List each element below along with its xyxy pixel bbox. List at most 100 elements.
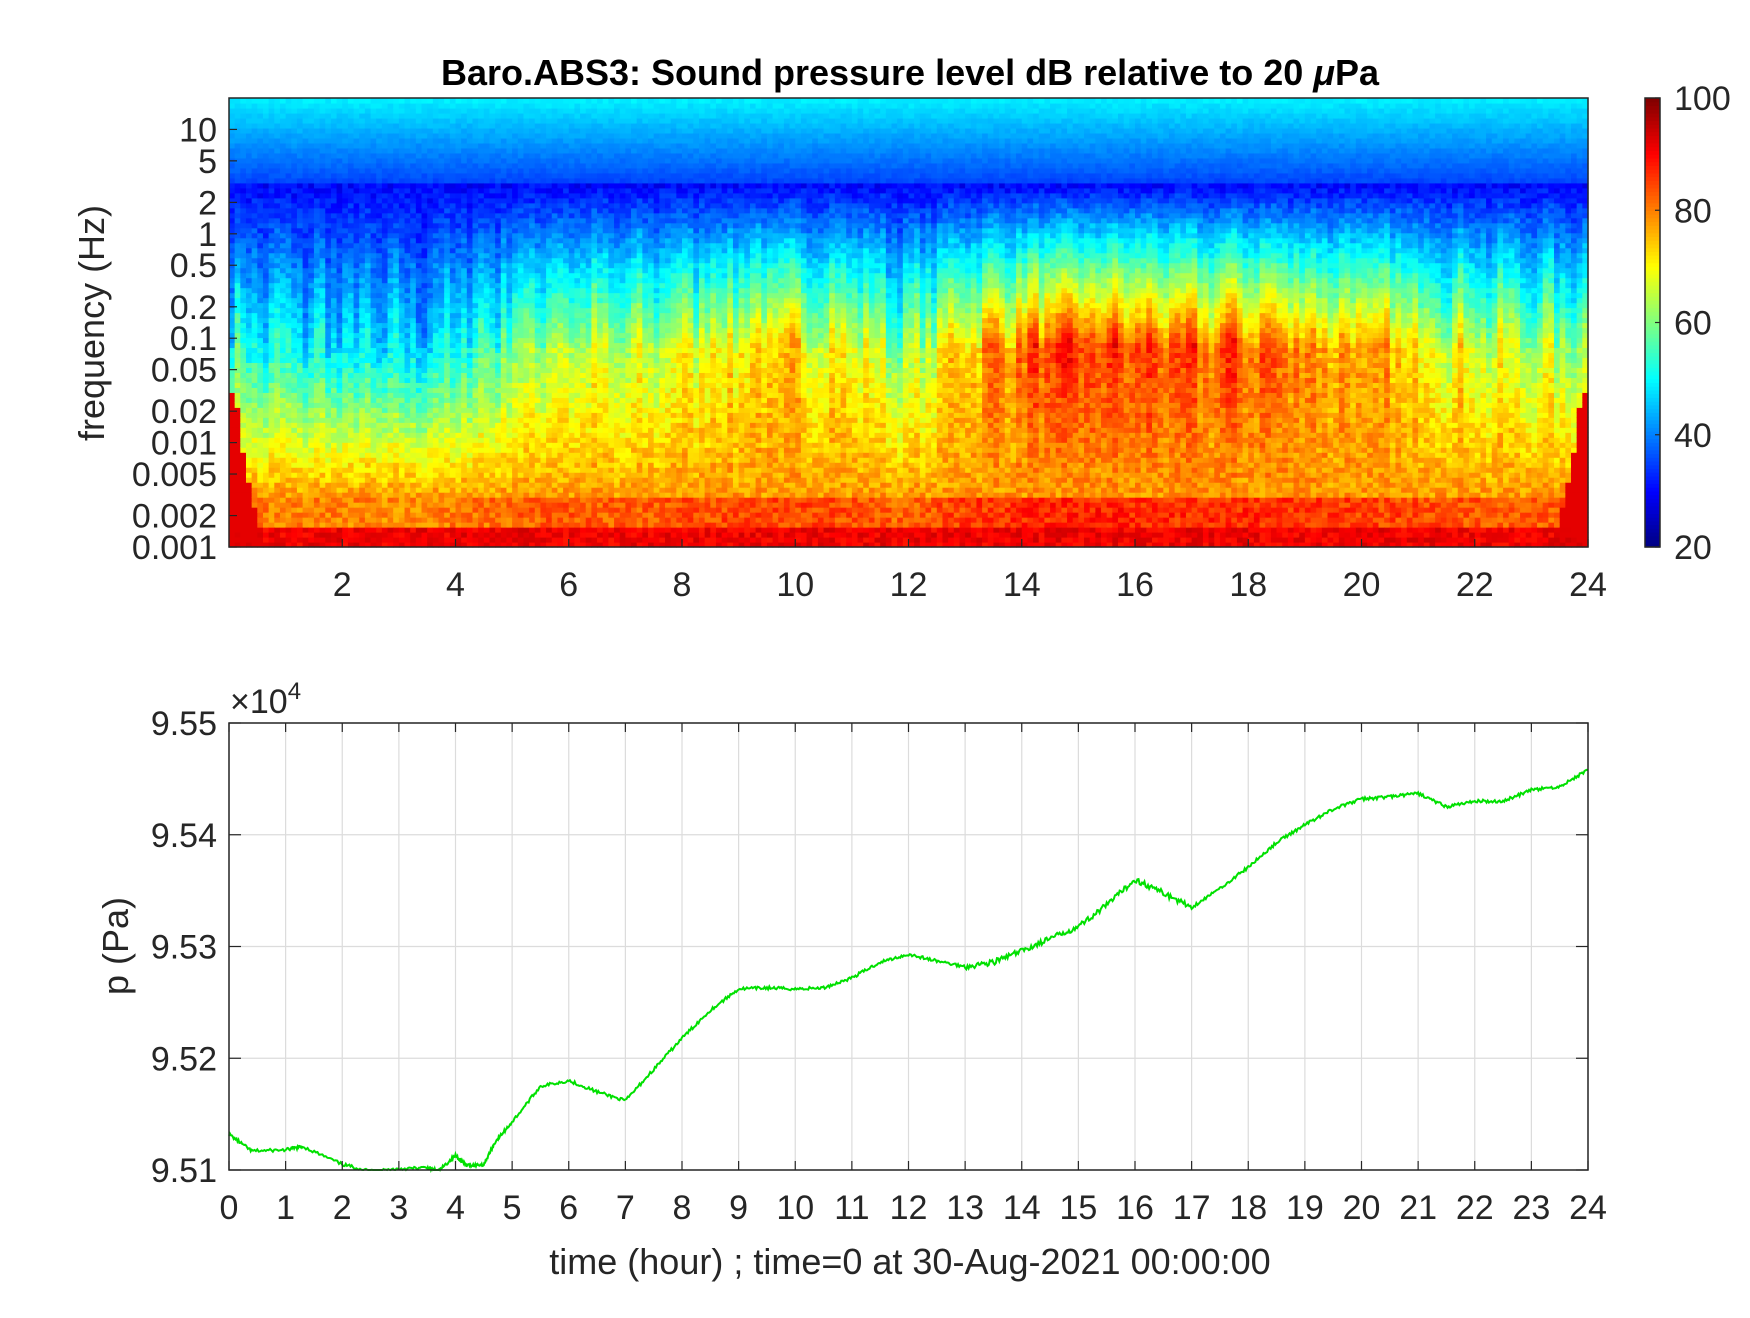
spectrogram-cell — [495, 527, 502, 533]
spectrogram-cell — [251, 227, 258, 234]
spectrogram-cell — [489, 372, 496, 378]
spectrogram-cell — [489, 187, 496, 194]
spectrogram-cell — [410, 522, 417, 528]
spectrogram-cell — [313, 187, 321, 194]
spectrogram-cell — [427, 137, 434, 144]
spectrogram-cell — [251, 297, 258, 304]
spectrogram-cell — [410, 397, 417, 403]
spectrogram-cell — [234, 372, 241, 378]
spectrogram-cell — [393, 482, 400, 488]
spectrogram-cell — [506, 427, 513, 433]
spectrogram-cell — [512, 337, 519, 344]
spectrogram-cell — [381, 327, 389, 334]
spectrogram-cell — [529, 182, 536, 189]
spectrogram-cell — [449, 222, 457, 229]
spectrogram-cell — [478, 487, 485, 493]
spectrogram-cell — [472, 387, 479, 393]
spectrogram-cell — [274, 472, 281, 478]
spectrogram-cell — [500, 222, 508, 229]
spectrogram-cell — [387, 207, 394, 214]
spectrogram-cell — [438, 227, 445, 234]
spectrogram-cell — [523, 452, 530, 458]
spectrogram-cell — [478, 312, 485, 319]
spectrogram-cell — [534, 272, 542, 279]
spectrogram-cell — [245, 397, 253, 403]
spectrogram-cell — [359, 492, 366, 498]
spectrogram-cell — [274, 352, 281, 359]
spectrogram-cell — [364, 372, 372, 378]
spectrogram-cell — [234, 507, 241, 513]
spectrogram-cell — [455, 132, 462, 139]
spectrogram-cell — [370, 197, 377, 204]
spectrogram-cell — [313, 422, 321, 428]
spectrogram-cell — [393, 422, 400, 428]
spectrogram-cell — [461, 192, 468, 199]
spectrogram-cell — [517, 407, 525, 413]
spectrogram-cell — [438, 302, 445, 309]
spectrogram-cell — [291, 242, 298, 249]
spectrogram-cell — [370, 272, 377, 279]
spectrogram-cell — [540, 422, 547, 428]
spectrogram-cell — [512, 442, 519, 448]
spectrogram-cell — [370, 477, 377, 483]
spectrogram-cell — [415, 242, 423, 249]
spectrogram-cell — [268, 517, 275, 523]
spectrogram-cell — [404, 477, 411, 483]
spectrogram-cell — [506, 297, 513, 304]
spectrogram-cell — [240, 447, 247, 453]
spectrogram-cell — [432, 432, 440, 438]
spectrogram-cell — [506, 472, 513, 478]
spectrogram-cell — [319, 267, 326, 274]
spectrogram-cell — [285, 162, 292, 169]
spectrogram-cell — [330, 507, 338, 513]
spectrogram-cell — [347, 162, 355, 169]
spectrogram-cell — [229, 507, 236, 513]
spectrogram-cell — [529, 102, 536, 109]
spectrogram-cell — [461, 122, 468, 129]
spectrogram-cell — [296, 412, 304, 418]
spectrogram-cell — [489, 107, 496, 114]
spectrogram-cell — [472, 207, 479, 214]
spectrogram-cell — [285, 282, 292, 289]
spectrogram-cell — [393, 427, 400, 433]
spectrogram-cell — [489, 142, 496, 149]
spectrogram-cell — [506, 207, 513, 214]
spectrogram-cell — [455, 137, 462, 144]
spectrogram-cell — [461, 167, 468, 174]
spectrogram-cell — [455, 377, 462, 383]
spectrogram-cell — [325, 417, 332, 423]
spectrogram-cell — [229, 317, 236, 324]
spectrogram-cell — [421, 457, 428, 463]
spectrogram-cell — [229, 287, 236, 294]
spectrogram-cell — [353, 232, 360, 239]
spectrogram-cell — [404, 537, 411, 543]
spectrogram-cell — [370, 487, 377, 493]
spectrogram-cell — [342, 137, 349, 144]
spectrogram-cell — [336, 502, 343, 508]
spectrogram-cell — [410, 122, 417, 129]
spectrogram-cell — [444, 252, 451, 259]
spectrogram-cell — [285, 262, 292, 269]
spectrogram-cell — [398, 202, 406, 209]
spectrogram-cell — [325, 202, 332, 209]
spectrogram-cell — [432, 487, 440, 493]
spectrogram-cell — [523, 227, 530, 234]
spectrogram-cell — [353, 107, 360, 114]
spectrogram-cell — [330, 482, 338, 488]
spectrogram-cell — [313, 117, 321, 124]
spectrogram-cell — [387, 272, 394, 279]
spectrogram-cell — [398, 502, 406, 508]
spectrogram-cell — [285, 272, 292, 279]
spectrogram-cell — [268, 492, 275, 498]
spectrogram-cell — [421, 407, 428, 413]
spectrogram-cell — [279, 252, 287, 259]
spectrogram-cell — [517, 522, 525, 528]
spectrogram-cell — [540, 357, 547, 364]
spectrogram-cell — [427, 372, 434, 378]
spectrogram-cell — [466, 177, 474, 184]
spectrogram-cell — [229, 442, 236, 448]
spectrogram-cell — [495, 542, 502, 548]
spectrogram-cell — [325, 257, 332, 264]
spectrogram-cell — [523, 357, 530, 364]
spectrogram-cell — [359, 472, 366, 478]
